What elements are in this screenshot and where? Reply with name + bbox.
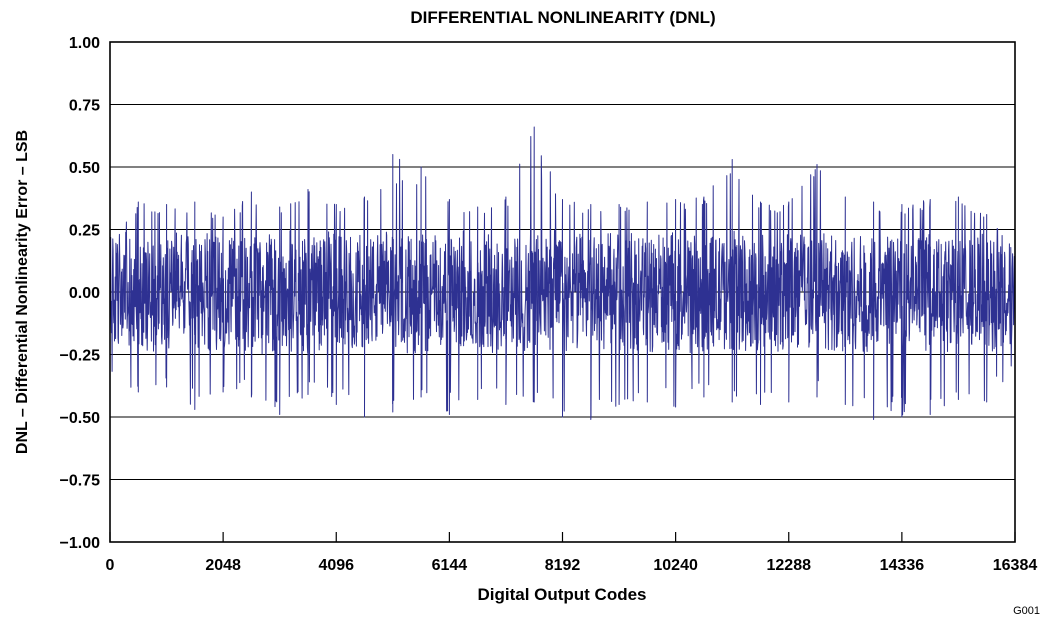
x-tick-label: 4096: [318, 557, 354, 574]
y-tick-label: 0.25: [69, 223, 100, 240]
y-tick-label: 1.00: [69, 35, 100, 52]
x-tick-label: 8192: [545, 557, 581, 574]
y-tick-label: 0.50: [69, 160, 100, 177]
figure-code: G001: [1013, 605, 1040, 617]
y-tick-label: −1.00: [60, 535, 101, 552]
y-tick-label: −0.75: [60, 473, 101, 490]
x-axis: 0 2048 4096 6144 8192 10240 12288 14336 16384: [106, 532, 1038, 574]
x-tick-label: 2048: [205, 557, 241, 574]
y-axis-label: DNL – Differential Nonlinearity Error – …: [14, 130, 31, 454]
plot-frame: [109, 41, 1016, 543]
x-tick-label: 10240: [653, 557, 698, 574]
y-tick-label: 0.75: [69, 98, 100, 115]
x-tick-label: 14336: [880, 557, 925, 574]
y-axis: 1.00 0.75 0.50 0.25 0.00 −0.25 −0.50 −0.75 −1.00: [60, 35, 101, 552]
y-tick-label: −0.50: [60, 410, 101, 427]
chart-title: DIFFERENTIAL NONLINEARITY (DNL): [410, 8, 715, 27]
dnl-series-line: [109, 126, 1016, 420]
y-tick-label: 0.00: [69, 285, 100, 302]
x-axis-label: Digital Output Codes: [477, 585, 646, 604]
x-tick-label: 16384: [993, 557, 1038, 574]
y-tick-label: −0.25: [60, 348, 101, 365]
x-tick-label: 0: [106, 557, 115, 574]
x-tick-label: 6144: [432, 557, 468, 574]
x-tick-label: 12288: [767, 557, 812, 574]
